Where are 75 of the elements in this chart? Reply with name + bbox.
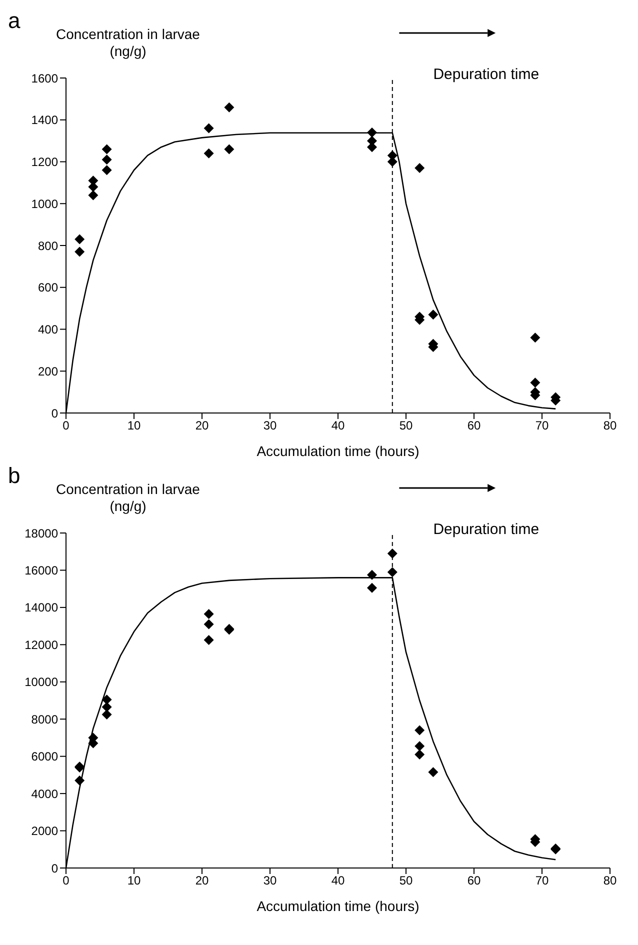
x-tick-label: 50 <box>399 874 413 888</box>
point <box>414 725 425 736</box>
y-tick-label: 400 <box>38 322 58 337</box>
point <box>367 570 377 580</box>
point <box>88 190 98 200</box>
y-tick-label: 18000 <box>24 526 58 540</box>
point <box>530 332 540 343</box>
x-tick-label: 80 <box>603 418 617 433</box>
x-axis-title: Accumulation time (hours) <box>256 898 420 914</box>
point <box>367 582 377 593</box>
x-tick-label: 60 <box>467 874 481 888</box>
x-tick-label: 80 <box>603 874 617 888</box>
point <box>428 310 438 320</box>
point <box>102 154 112 165</box>
point <box>204 608 214 619</box>
x-tick-label: 60 <box>467 418 481 433</box>
point <box>204 148 214 158</box>
y-tick-label: 0 <box>51 861 58 876</box>
point <box>74 776 85 786</box>
point <box>102 165 112 176</box>
point <box>74 246 85 257</box>
point <box>367 127 377 138</box>
annotation: Depuration time <box>433 521 540 538</box>
y-tick-label: 14000 <box>24 600 58 615</box>
y-tick-label: 2000 <box>31 824 58 838</box>
point <box>204 123 214 134</box>
x-tick-label: 10 <box>127 874 141 888</box>
y-tick-label: 1200 <box>31 155 58 170</box>
point <box>204 619 214 630</box>
x-tick-label: 10 <box>127 418 141 433</box>
point <box>102 702 112 712</box>
y-tick-label: 1400 <box>31 113 58 128</box>
x-axis-title: Accumulation time (hours) <box>256 443 420 459</box>
y-tick-label: 800 <box>38 238 58 253</box>
point <box>74 234 85 244</box>
point <box>102 709 112 720</box>
y-tick-label: 16000 <box>24 563 58 578</box>
y-tick-label: 1600 <box>31 71 58 86</box>
chart-title: a <box>8 8 20 34</box>
x-tick-label: 50 <box>399 418 413 433</box>
x-tick-label: 70 <box>535 874 549 888</box>
point <box>102 694 112 705</box>
y-tick-label: 0 <box>51 406 58 420</box>
x-tick-label: 20 <box>195 418 209 433</box>
y-tick-label: 8000 <box>31 712 58 726</box>
x-tick-label: 40 <box>331 418 345 433</box>
point <box>428 767 438 778</box>
x-tick-label: 20 <box>195 874 209 888</box>
y-axis-title: Concentration in larvae (ng/g) <box>55 481 201 515</box>
y-tick-label: 6000 <box>31 750 58 764</box>
point <box>204 635 214 646</box>
point <box>414 741 425 752</box>
y-tick-label: 200 <box>38 364 58 378</box>
y-tick-label: 4000 <box>31 786 58 801</box>
x-tick-label: 0 <box>62 874 70 888</box>
point <box>102 144 112 154</box>
chart-title: b <box>8 463 20 489</box>
point <box>387 548 398 558</box>
point <box>530 378 540 388</box>
point <box>414 163 425 174</box>
y-tick-label: 1000 <box>31 196 58 211</box>
y-tick-label: 12000 <box>24 638 58 652</box>
annotation: Depuration time <box>433 66 540 83</box>
x-tick-label: 70 <box>535 418 549 433</box>
x-tick-label: 40 <box>331 874 345 888</box>
x-tick-label: 30 <box>263 418 277 433</box>
y-tick-label: 10000 <box>24 675 58 690</box>
point <box>387 567 398 578</box>
x-tick-label: 0 <box>62 418 70 433</box>
y-tick-label: 600 <box>38 280 58 295</box>
point <box>224 144 234 154</box>
y-axis-title: Concentration in larvae (ng/g) <box>55 26 201 60</box>
point <box>414 749 425 760</box>
x-tick-label: 30 <box>263 874 277 888</box>
point <box>224 102 234 112</box>
